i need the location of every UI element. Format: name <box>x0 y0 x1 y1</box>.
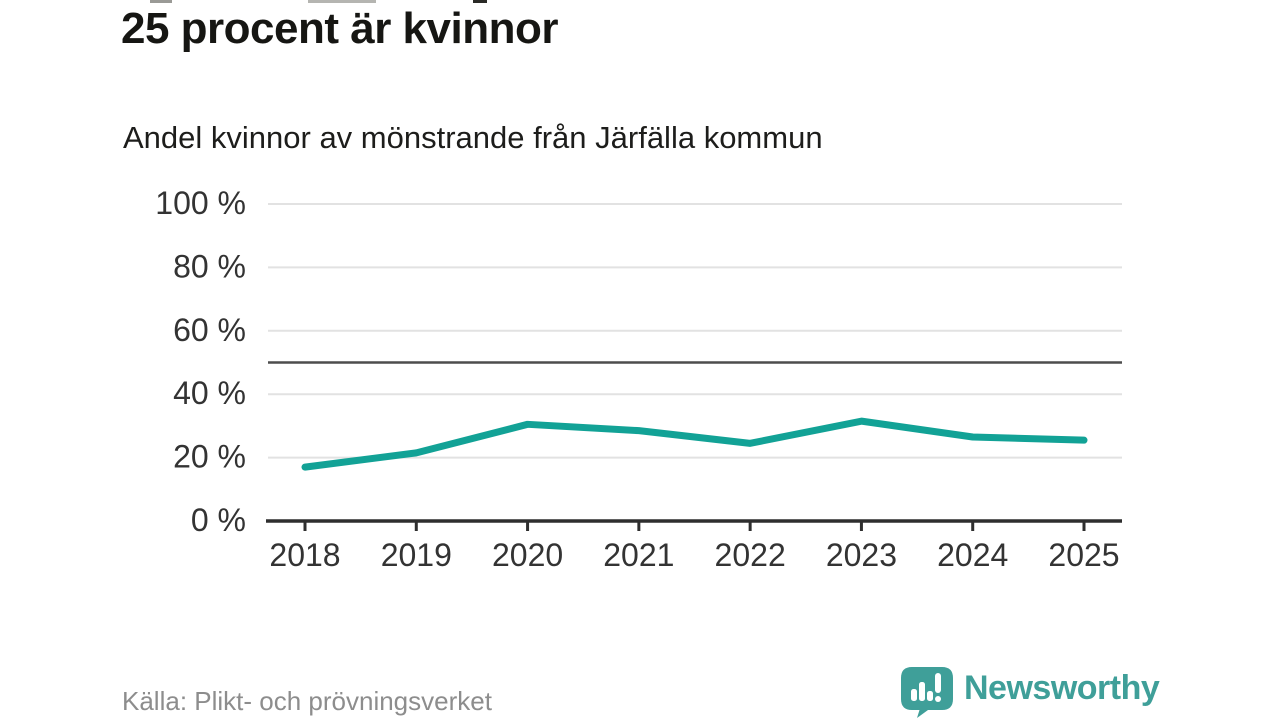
y-axis-tick-label: 20 % <box>173 439 246 475</box>
brand-logo: Newsworthy <box>900 666 1160 718</box>
y-axis-tick-label: 80 % <box>173 248 246 284</box>
x-axis-tick-label: 2018 <box>269 537 340 573</box>
y-axis-tick-label: 100 % <box>155 185 246 221</box>
x-axis-tick-label: 2024 <box>937 537 1008 573</box>
y-axis-tick-label: 0 % <box>191 502 246 538</box>
x-axis-tick-label: 2021 <box>603 537 674 573</box>
source-note: Källa: Plikt- och prövningsverket <box>122 686 492 716</box>
x-axis-tick-label: 2019 <box>381 537 452 573</box>
crop-artifact <box>150 0 172 3</box>
newsworthy-bubble-chart-icon <box>901 667 953 718</box>
y-axis-tick-label: 40 % <box>173 375 246 411</box>
y-axis-tick-label: 60 % <box>173 312 246 348</box>
data-line-andel-kvinnor <box>301 417 1088 471</box>
line-chart: 0 % 20 % 40 % 60 % 80 % 100 % 2018 2019 2020 2021… <box>155 185 1122 573</box>
crop-artifact <box>473 0 487 3</box>
brand-wordmark: Newsworthy <box>964 668 1160 707</box>
chart-title: 25 procent är kvinnor <box>121 4 558 53</box>
crop-artifact <box>308 0 376 3</box>
x-axis-tick-label: 2020 <box>492 537 563 573</box>
x-axis-tick-label: 2023 <box>826 537 897 573</box>
x-axis-tick-label: 2025 <box>1048 537 1119 573</box>
chart-subtitle: Andel kvinnor av mönstrande från Järfäll… <box>123 120 823 155</box>
x-axis-tick-label: 2022 <box>715 537 786 573</box>
